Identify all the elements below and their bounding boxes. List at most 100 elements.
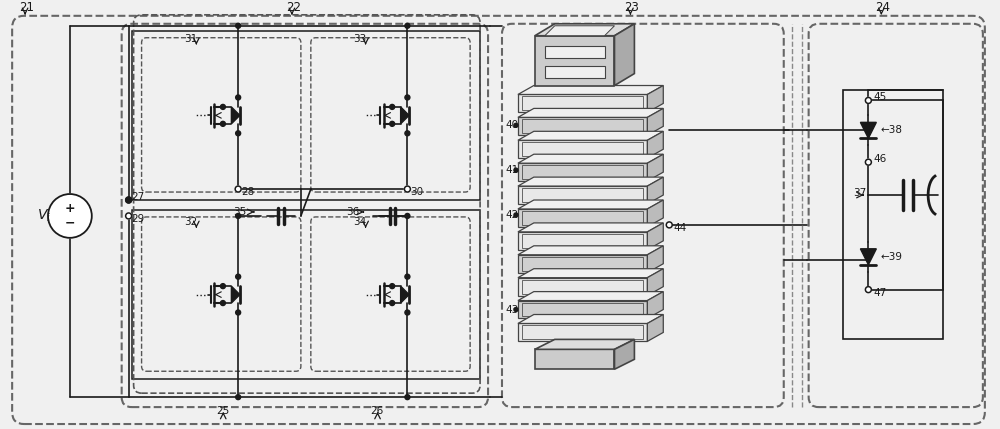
Bar [522,142,643,156]
Circle shape [405,95,410,100]
Text: 25: 25 [216,406,229,416]
Circle shape [126,213,132,219]
Text: 28: 28 [241,187,254,197]
Bar [518,232,647,250]
Polygon shape [518,85,663,94]
Circle shape [220,301,225,305]
Circle shape [514,308,518,311]
Polygon shape [647,200,663,227]
Text: 47: 47 [873,287,887,298]
Polygon shape [518,109,663,118]
Polygon shape [535,339,634,349]
Polygon shape [518,246,663,255]
Text: 42: 42 [505,210,518,220]
Bar [518,301,647,318]
Text: 36: 36 [346,207,359,217]
Text: 23: 23 [624,1,639,14]
Text: 31: 31 [184,34,198,44]
Bar [545,45,605,57]
Circle shape [514,213,518,217]
Circle shape [236,131,241,136]
Bar [518,140,647,158]
Bar [522,326,643,339]
Polygon shape [518,154,663,163]
Bar [518,186,647,204]
Circle shape [405,23,410,28]
Polygon shape [535,36,614,85]
Bar [522,211,643,225]
Polygon shape [231,107,240,124]
Text: 32: 32 [184,217,198,227]
Circle shape [865,159,871,165]
Circle shape [220,284,225,289]
Circle shape [236,214,241,218]
Text: ←39: ←39 [880,252,902,262]
Text: 21: 21 [19,1,34,14]
Polygon shape [518,292,663,301]
Bar [545,66,605,78]
Polygon shape [647,292,663,318]
Circle shape [405,310,410,315]
Circle shape [236,310,241,315]
Bar [518,94,647,112]
Circle shape [666,222,672,228]
Polygon shape [647,269,663,296]
Polygon shape [647,85,663,112]
Bar [518,278,647,296]
Text: −: − [65,216,75,230]
Polygon shape [647,314,663,341]
Text: 46: 46 [873,154,887,164]
Text: +: + [65,202,75,215]
Circle shape [865,287,871,293]
Circle shape [236,274,241,279]
Text: 24: 24 [875,1,890,14]
Circle shape [390,301,395,305]
Circle shape [236,395,241,400]
Text: 30: 30 [410,187,424,197]
Polygon shape [518,177,663,186]
Circle shape [390,284,395,289]
Polygon shape [231,286,240,303]
Circle shape [865,97,871,103]
Polygon shape [860,249,876,265]
Bar [522,302,643,317]
Bar [518,209,647,227]
Bar [522,234,643,248]
Circle shape [514,124,518,127]
Polygon shape [518,269,663,278]
Bar [522,119,643,133]
Bar [522,280,643,293]
Polygon shape [518,223,663,232]
Circle shape [390,104,395,109]
Bar [522,97,643,110]
Circle shape [514,168,518,172]
Polygon shape [647,109,663,135]
Circle shape [405,395,410,400]
Circle shape [126,197,132,203]
Polygon shape [647,177,663,204]
Circle shape [236,95,241,100]
Bar [132,31,480,200]
Circle shape [235,186,241,192]
Text: 26: 26 [371,406,384,416]
Text: 41: 41 [505,165,518,175]
Polygon shape [545,26,614,36]
Circle shape [220,104,225,109]
Polygon shape [647,246,663,273]
Text: 44: 44 [673,223,686,233]
Bar [522,257,643,271]
Polygon shape [614,339,634,369]
Text: 33: 33 [354,34,367,44]
Polygon shape [401,107,409,124]
Circle shape [405,274,410,279]
Polygon shape [647,154,663,181]
Circle shape [126,197,132,203]
Text: $V_i$: $V_i$ [37,208,51,224]
Text: 43: 43 [505,305,518,314]
Polygon shape [647,223,663,250]
Polygon shape [518,314,663,323]
Polygon shape [535,349,614,369]
Bar [843,91,943,339]
Polygon shape [518,131,663,140]
Circle shape [220,121,225,126]
